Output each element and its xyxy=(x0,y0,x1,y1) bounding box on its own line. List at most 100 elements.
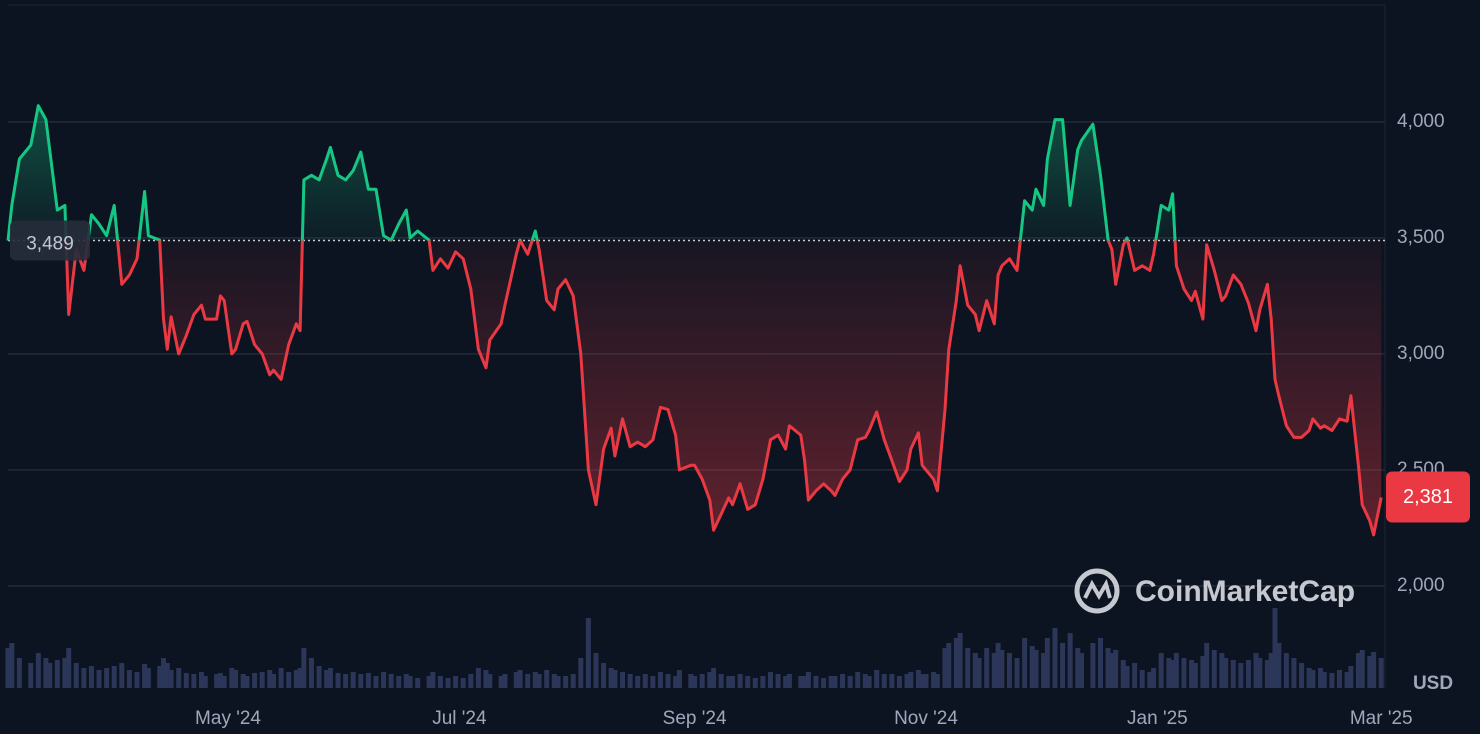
volume-bar xyxy=(991,653,997,688)
volume-bar xyxy=(252,673,258,688)
x-tick-label: Jul '24 xyxy=(432,708,487,729)
volume-bar xyxy=(164,663,170,688)
volume-bar xyxy=(1355,653,1361,688)
volume-bar xyxy=(976,658,982,688)
volume-bar xyxy=(1044,638,1050,688)
volume-bar xyxy=(43,658,49,688)
volume-bar xyxy=(866,676,872,688)
volume-bar xyxy=(373,676,379,688)
volume-bar xyxy=(1200,656,1206,688)
volume-bar xyxy=(972,653,978,688)
y-axis-label: USD xyxy=(1413,673,1453,694)
volume-bar xyxy=(267,670,273,688)
volume-bar xyxy=(388,674,394,688)
x-tick-label: Mar '25 xyxy=(1350,708,1413,729)
volume-bar xyxy=(585,618,591,688)
volume-bar xyxy=(513,672,519,688)
x-tick-label: Jan '25 xyxy=(1127,708,1188,729)
volume-bar xyxy=(415,678,421,688)
volume-bar xyxy=(726,676,732,688)
volume-bar xyxy=(676,670,682,688)
volume-bar xyxy=(737,674,743,688)
x-tick-label: May '24 xyxy=(195,708,261,729)
volume-bar xyxy=(229,668,235,688)
volume-bar xyxy=(946,643,952,688)
volume-bar xyxy=(1371,652,1377,688)
volume-bar xyxy=(1268,653,1274,688)
volume-bar xyxy=(692,676,698,688)
y-tick-label: 3,500 xyxy=(1397,227,1445,248)
volume-bar xyxy=(1310,670,1316,688)
y-tick-label: 3,000 xyxy=(1397,343,1445,364)
volume-bar xyxy=(1181,658,1187,688)
volume-bar xyxy=(1245,660,1251,688)
volume-bar xyxy=(502,674,508,688)
volume-bar xyxy=(657,672,663,688)
volume-bar xyxy=(593,653,599,688)
volume-bar xyxy=(730,676,736,688)
volume-bar xyxy=(718,674,724,688)
volume-bar xyxy=(1041,653,1047,688)
current-price-label: 2,381 xyxy=(1403,486,1453,508)
volume-bar xyxy=(862,674,868,688)
volume-bar xyxy=(536,674,542,688)
volume-bar xyxy=(73,663,79,688)
volume-bar xyxy=(161,658,167,688)
volume-bar xyxy=(5,648,11,688)
volume-bar xyxy=(650,676,656,688)
x-tick-label: Sep '24 xyxy=(663,708,727,729)
volume-bar xyxy=(1075,648,1081,688)
volume-bar xyxy=(176,668,182,688)
volume-bar xyxy=(889,674,895,688)
volume-bar xyxy=(293,670,299,688)
volume-bar xyxy=(88,666,94,688)
volume-bar xyxy=(259,672,265,688)
volume-bar xyxy=(134,672,140,688)
volume-bar xyxy=(1367,656,1373,688)
volume-bar xyxy=(324,670,330,688)
volume-bar xyxy=(673,676,679,688)
volume-bar xyxy=(168,670,174,688)
volume-bar xyxy=(1033,650,1039,688)
volume-bar xyxy=(923,674,929,688)
volume-bar xyxy=(525,674,531,688)
volume-bar xyxy=(919,674,925,688)
volume-bar xyxy=(578,658,584,688)
volume-bar xyxy=(847,676,853,688)
volume-bar xyxy=(142,664,148,688)
price-line xyxy=(6,104,1383,537)
volume-bar xyxy=(365,673,371,688)
volume-bar xyxy=(1022,638,1028,688)
volume-bar xyxy=(1318,668,1324,688)
volume-bar xyxy=(396,676,402,688)
volume-bar xyxy=(1348,666,1354,688)
volume-bar xyxy=(214,674,220,688)
volume-bar xyxy=(1166,658,1172,688)
x-tick-label: Nov '24 xyxy=(894,708,958,729)
volume-bar xyxy=(612,670,618,688)
volume-bar xyxy=(468,674,474,688)
volume-bar xyxy=(350,672,356,688)
volume-bar xyxy=(635,676,641,688)
baseline-label-box xyxy=(10,220,90,261)
volume-bar xyxy=(711,668,717,688)
volume-bar xyxy=(995,643,1001,688)
volume-bar xyxy=(1230,660,1236,688)
volume-bar xyxy=(1238,663,1244,688)
volume-bar xyxy=(517,670,523,688)
volume-bar xyxy=(563,676,569,688)
volume-bar xyxy=(934,674,940,688)
volume xyxy=(5,608,1384,688)
volume-bar xyxy=(1359,650,1365,688)
volume-bar xyxy=(896,676,902,688)
volume-bar xyxy=(233,670,239,688)
volume-bar xyxy=(126,670,132,688)
volume-bar xyxy=(786,674,792,688)
volume-bar xyxy=(915,670,921,688)
volume-bar xyxy=(1378,658,1384,688)
volume-bar xyxy=(35,653,41,688)
volume-bar xyxy=(904,674,910,688)
volume-bar xyxy=(775,674,781,688)
volume-bar xyxy=(403,674,409,688)
